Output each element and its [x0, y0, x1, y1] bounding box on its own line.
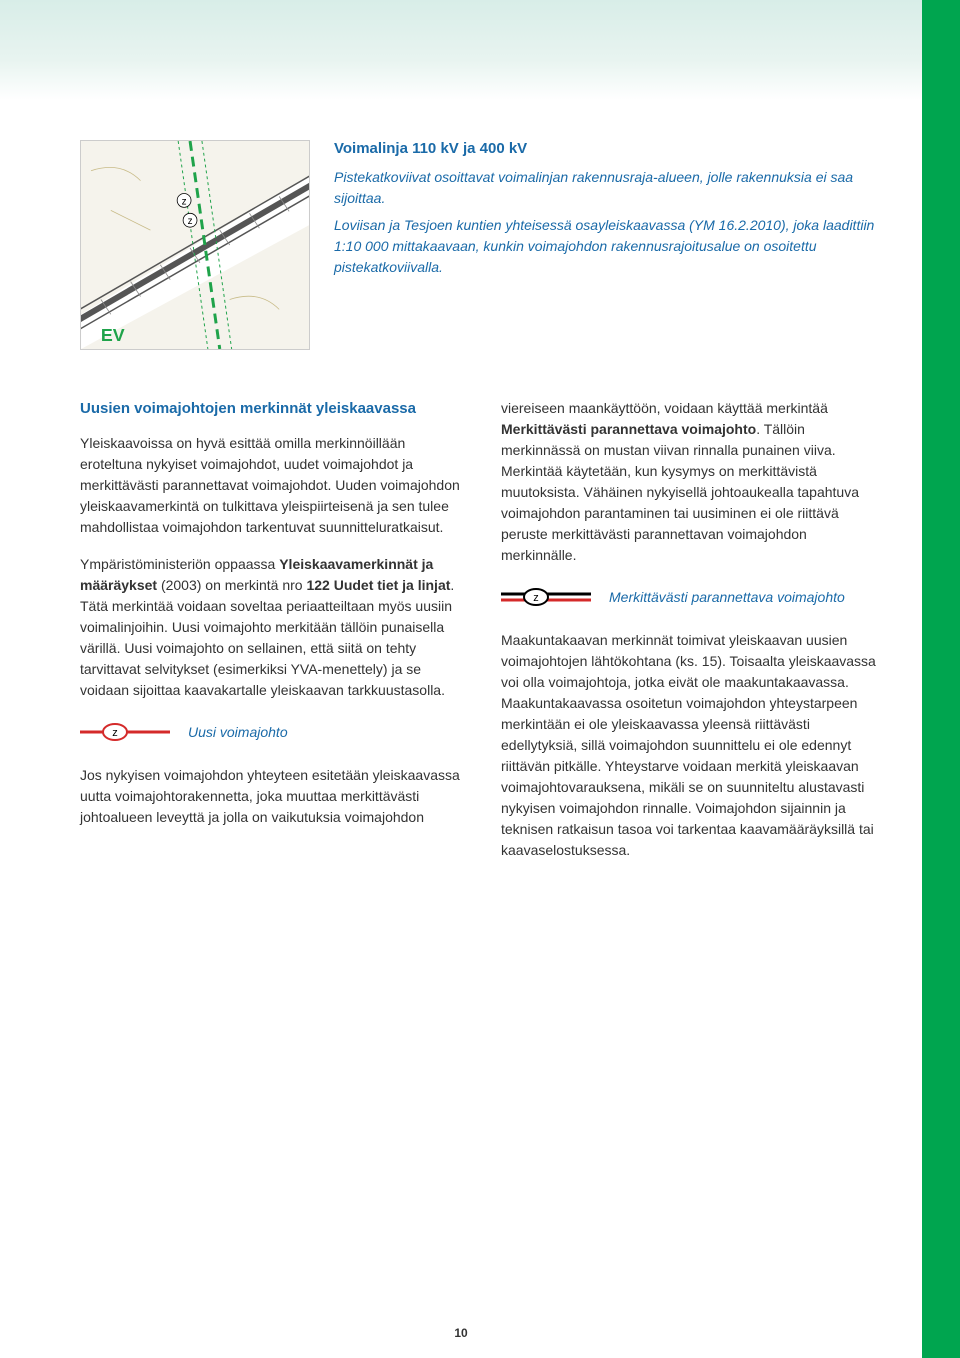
right-p2: Maakuntakaavan merkinnät toimivat yleisk… [501, 630, 882, 861]
page-content: z z EV Voimalinja 110 kV ja 400 kV Piste… [80, 140, 882, 1308]
text: Ympäristöministeriön oppaassa [80, 556, 279, 572]
figure-caption-2: Loviisan ja Tesjoen kuntien yhteisessä o… [334, 215, 882, 278]
right-p1: viereiseen maankäyttöön, voidaan käyttää… [501, 398, 882, 566]
left-column: Uusien voimajohtojen merkinnät yleiskaav… [80, 398, 461, 877]
ev-label: EV [101, 325, 125, 345]
figure-caption-1: Pistekatkoviivat osoittavat voimalinjan … [334, 167, 882, 209]
bold-text: Merkittävästi parannettava voimajohto [501, 421, 756, 437]
figure-caption-block: Voimalinja 110 kV ja 400 kV Pistekatkovi… [334, 140, 882, 284]
symbol-parannettava-voimajohto: z Merkittävästi parannettava voimajohto [501, 582, 882, 612]
side-strip [922, 0, 960, 1358]
svg-text:z: z [188, 216, 193, 227]
left-p2: Ympäristöministeriön oppaassa Yleiskaava… [80, 554, 461, 701]
top-banner [0, 0, 960, 100]
svg-text:z: z [182, 196, 187, 207]
figure-title: Voimalinja 110 kV ja 400 kV [334, 140, 882, 157]
map-thumbnail: z z EV [80, 140, 310, 350]
text: viereiseen maankäyttöön, voidaan käyttää… [501, 400, 828, 416]
symbol-uusi-icon: z [80, 717, 170, 747]
left-p1: Yleiskaavoissa on hyvä esittää omilla me… [80, 433, 461, 538]
figure-row: z z EV Voimalinja 110 kV ja 400 kV Piste… [80, 140, 882, 350]
svg-text:z: z [112, 727, 118, 739]
text: . Tällöin merkinnässä on mustan viivan r… [501, 421, 859, 563]
bold-text: 122 Uudet tiet ja linjat [306, 577, 450, 593]
text: . Tätä merkintää voidaan soveltaa periaa… [80, 577, 454, 698]
symbol-parannettava-icon: z [501, 582, 591, 612]
symbol-uusi-voimajohto: z Uusi voimajohto [80, 717, 461, 747]
left-subhead: Uusien voimajohtojen merkinnät yleiskaav… [80, 398, 461, 419]
left-p3: Jos nykyisen voimajohdon yhteyteen esite… [80, 765, 461, 828]
right-column: viereiseen maankäyttöön, voidaan käyttää… [501, 398, 882, 877]
symbol-uusi-label: Uusi voimajohto [188, 723, 288, 741]
page-number: 10 [0, 1326, 922, 1340]
svg-text:z: z [533, 592, 539, 604]
symbol-parannettava-label: Merkittävästi parannettava voimajohto [609, 588, 845, 606]
two-column-body: Uusien voimajohtojen merkinnät yleiskaav… [80, 398, 882, 877]
text: (2003) on merkintä nro [157, 577, 306, 593]
